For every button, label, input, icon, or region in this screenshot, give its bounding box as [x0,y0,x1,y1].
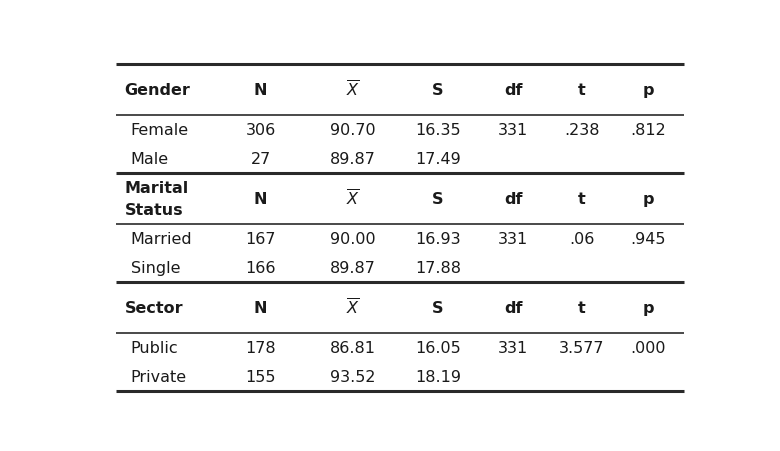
Text: S: S [432,300,444,315]
Text: Gender: Gender [125,83,190,97]
Text: p: p [643,300,654,315]
Text: .812: .812 [630,123,666,138]
Text: 27: 27 [250,152,271,166]
Text: 90.00: 90.00 [330,231,376,246]
Text: N: N [254,83,268,97]
Text: 178: 178 [245,340,276,355]
Text: 166: 166 [245,260,276,275]
Text: p: p [643,83,654,97]
Text: 93.52: 93.52 [330,369,376,384]
Text: S: S [432,83,444,97]
Text: 3.577: 3.577 [558,340,604,355]
Text: 16.93: 16.93 [415,231,461,246]
Text: .945: .945 [630,231,666,246]
Text: N: N [254,300,268,315]
Text: Private: Private [131,369,187,384]
Text: .238: .238 [564,123,599,138]
Text: 331: 331 [498,231,529,246]
Text: S: S [432,191,444,206]
Text: Married: Married [131,231,193,246]
Text: Public: Public [131,340,179,355]
Text: t: t [578,191,586,206]
Text: N: N [254,191,268,206]
Text: df: df [504,191,523,206]
Text: 155: 155 [245,369,276,384]
Text: 16.35: 16.35 [415,123,461,138]
Text: $\overline{X}$: $\overline{X}$ [346,189,360,209]
Text: t: t [578,300,586,315]
Text: df: df [504,83,523,97]
Text: 89.87: 89.87 [330,152,376,166]
Text: 86.81: 86.81 [330,340,376,355]
Text: 17.88: 17.88 [415,260,461,275]
Text: $\overline{X}$: $\overline{X}$ [346,80,360,100]
Text: 331: 331 [498,123,529,138]
Text: t: t [578,83,586,97]
Text: 167: 167 [245,231,276,246]
Text: 331: 331 [498,340,529,355]
Text: df: df [504,300,523,315]
Text: 16.05: 16.05 [415,340,461,355]
Text: 18.19: 18.19 [415,369,461,384]
Text: Marital: Marital [125,180,189,195]
Text: Male: Male [131,152,169,166]
Text: Single: Single [131,260,180,275]
Text: 306: 306 [246,123,275,138]
Text: .000: .000 [630,340,666,355]
Text: 17.49: 17.49 [415,152,461,166]
Text: Sector: Sector [125,300,183,315]
Text: 89.87: 89.87 [330,260,376,275]
Text: $\overline{X}$: $\overline{X}$ [346,298,360,318]
Text: .06: .06 [569,231,594,246]
Text: p: p [643,191,654,206]
Text: Female: Female [131,123,189,138]
Text: 90.70: 90.70 [330,123,376,138]
Text: Status: Status [125,202,183,217]
